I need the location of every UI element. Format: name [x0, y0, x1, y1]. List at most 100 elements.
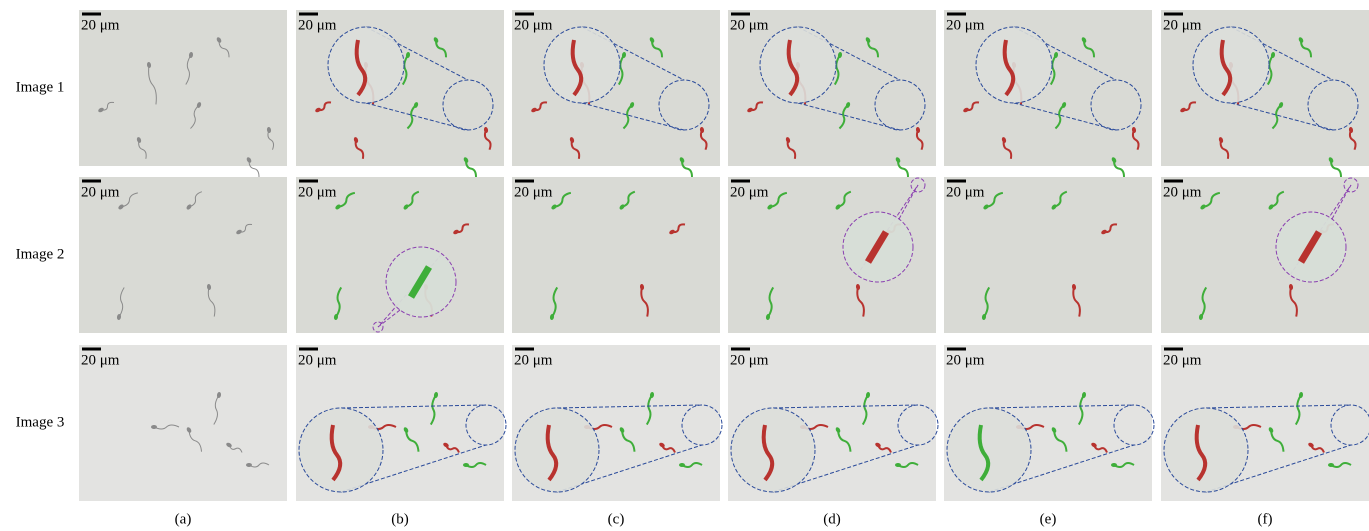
- sperm-head: [413, 102, 419, 108]
- micrograph-background: [79, 177, 287, 333]
- micrograph: 20 μm: [944, 177, 1152, 333]
- sperm: [463, 157, 478, 178]
- sperm: [617, 52, 627, 86]
- zoom-circle: [910, 177, 926, 193]
- sperm: [1348, 127, 1357, 151]
- micrograph: 20 μm: [944, 10, 1152, 178]
- sperm: [981, 286, 991, 320]
- sperm-head: [669, 229, 675, 235]
- sperm-tail: [1270, 190, 1285, 208]
- sperm: [216, 37, 230, 58]
- sperm-head: [649, 37, 655, 43]
- micrograph: 20 μm: [728, 177, 936, 333]
- sperm-head: [1001, 137, 1007, 143]
- micrograph-background: [944, 10, 1152, 166]
- sperm-tail: [877, 444, 892, 453]
- sperm-tail: [118, 287, 125, 318]
- micrograph: 20 μm: [79, 10, 287, 178]
- sperm: [1051, 427, 1068, 452]
- micrograph-background: [79, 345, 287, 501]
- sperm-head: [1180, 107, 1186, 113]
- zoomed-sperm: [329, 424, 343, 482]
- micrograph-background: [296, 10, 504, 166]
- sperm-head: [1308, 442, 1314, 448]
- sperm-head: [266, 127, 272, 133]
- sperm-head: [463, 157, 469, 163]
- zoomed-sperm: [570, 39, 584, 97]
- scale-bar-label: 20 μm: [730, 184, 769, 200]
- sperm-tail: [983, 286, 991, 318]
- sperm-tail: [267, 129, 275, 150]
- sperm: [116, 287, 125, 320]
- sperm-tail: [1270, 429, 1285, 452]
- sperm-head: [981, 314, 987, 320]
- row-label: Image 1: [16, 79, 65, 95]
- micrograph: 20 μm: [728, 10, 936, 178]
- sperm-head: [1270, 52, 1276, 58]
- sperm-tail: [570, 139, 581, 159]
- sperm: [835, 190, 852, 210]
- sperm-tail: [401, 54, 409, 86]
- sperm-tail: [861, 394, 869, 426]
- zoom-circle: [1192, 26, 1270, 104]
- sperm: [1101, 223, 1118, 235]
- sperm: [767, 191, 788, 210]
- sperm-head: [865, 37, 871, 43]
- micrograph-background: [1161, 10, 1369, 166]
- sperm-head: [246, 463, 252, 467]
- sperm: [226, 442, 243, 453]
- sperm: [1198, 286, 1208, 320]
- sperm-head: [639, 284, 645, 290]
- sperm-head: [1278, 102, 1284, 108]
- sperm-tail: [153, 424, 180, 430]
- scale-bar-label: 20 μm: [81, 352, 120, 368]
- sperm: [429, 392, 439, 426]
- zoomed-sperm: [977, 424, 991, 482]
- row-label: Image 2: [16, 246, 65, 262]
- sperm-head: [785, 137, 791, 143]
- scale-bar-label: 20 μm: [730, 352, 769, 368]
- sperm-tail: [207, 286, 216, 317]
- zoomed-sperm: [1219, 39, 1233, 97]
- sperm-head: [1131, 127, 1137, 133]
- scale-bar-label: 20 μm: [946, 17, 985, 33]
- sperm-tail: [621, 429, 636, 452]
- sperm-tail: [551, 286, 559, 318]
- sperm-tail: [837, 429, 852, 452]
- sperm-tail: [661, 444, 676, 453]
- sperm-head: [569, 137, 575, 143]
- sperm-tail: [671, 223, 686, 234]
- sperm: [146, 62, 157, 105]
- zoom-line: [556, 404, 703, 409]
- sperm-tail: [1299, 39, 1313, 58]
- scale-bar-label: 20 μm: [298, 17, 337, 33]
- sperm: [785, 137, 797, 159]
- sperm-tail: [464, 159, 478, 178]
- sperm-head: [335, 204, 341, 210]
- sperm: [1131, 127, 1140, 151]
- sperm-head: [433, 392, 439, 398]
- scale-bar-label: 20 μm: [298, 184, 337, 200]
- scale-bar-label: 20 μm: [946, 352, 985, 368]
- sperm-tail: [335, 286, 343, 318]
- sperm: [1308, 442, 1325, 453]
- sperm-head: [98, 107, 104, 113]
- sperm-head: [983, 204, 989, 210]
- sperm-head: [216, 392, 222, 398]
- sperm-tail: [837, 190, 852, 208]
- sperm-head: [151, 425, 157, 429]
- sperm-tail: [1200, 286, 1208, 318]
- sperm: [118, 192, 138, 210]
- sperm-head: [403, 204, 409, 210]
- sperm-head: [118, 204, 124, 210]
- sperm-tail: [354, 139, 365, 159]
- sperm-head: [1268, 204, 1274, 210]
- zoom-circle: [730, 407, 816, 493]
- sperm-tail: [866, 39, 880, 58]
- sperm: [98, 101, 115, 113]
- sperm-head: [246, 157, 252, 163]
- sperm: [1298, 37, 1313, 58]
- scale-bar-label: 20 μm: [81, 17, 120, 33]
- sperm: [1328, 157, 1343, 178]
